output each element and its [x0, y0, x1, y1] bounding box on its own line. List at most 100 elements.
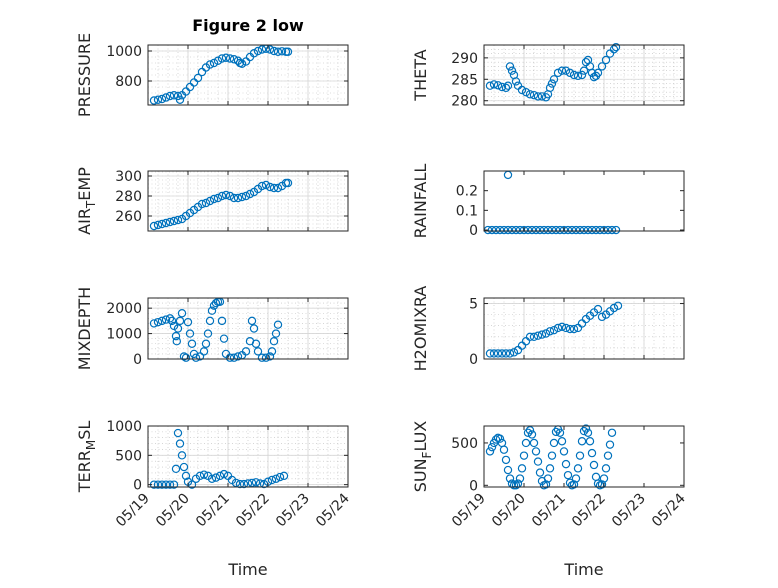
- axes-border: [147, 297, 349, 360]
- y-axis-label: RAINFALL: [411, 164, 430, 239]
- data-point: [607, 225, 617, 235]
- data-point: [237, 192, 247, 202]
- data-point: [525, 332, 535, 342]
- data-point: [551, 427, 561, 437]
- data-point: [503, 81, 513, 90]
- data-point: [511, 481, 521, 490]
- data-point: [593, 304, 603, 314]
- axes-border: [147, 425, 349, 488]
- x-tick-label: 05/19: [449, 491, 489, 531]
- data-point: [547, 451, 557, 460]
- data-point: [577, 437, 587, 446]
- data-point: [245, 189, 255, 199]
- data-point: [257, 181, 267, 191]
- data-point: [519, 451, 529, 460]
- data-point: [579, 225, 589, 235]
- y-tick-label: 290: [451, 51, 478, 67]
- data-point: [511, 225, 521, 235]
- data-point: [225, 54, 235, 63]
- data-point: [169, 480, 179, 489]
- data-point: [179, 462, 189, 472]
- y-axis-label: THETA: [411, 49, 430, 101]
- y-tick-label: 2000: [106, 301, 142, 317]
- data-point: [169, 216, 179, 226]
- data-point: [545, 327, 555, 336]
- data-point: [573, 71, 583, 81]
- data-point: [217, 316, 227, 326]
- subplot-terrmsl: 0 500 1000 05/19 05/20 05/21 05/22 05/23 05/24 TE…: [75, 419, 353, 579]
- y-tick-label: 500: [451, 436, 478, 452]
- data-point: [561, 66, 571, 75]
- data-point: [507, 225, 517, 235]
- data-point: [215, 471, 225, 481]
- data-point: [515, 474, 525, 483]
- data-point: [495, 434, 505, 443]
- data-point: [571, 474, 581, 483]
- data-point: [583, 428, 593, 437]
- data-point: [535, 468, 545, 477]
- data-point: [199, 347, 209, 356]
- data-point: [501, 455, 511, 465]
- data-point: [569, 480, 579, 489]
- series-markers: [149, 178, 293, 231]
- data-point: [165, 217, 175, 227]
- data-point: [195, 352, 205, 361]
- data-point: [217, 191, 227, 201]
- data-point: [555, 428, 565, 437]
- data-point: [173, 428, 183, 438]
- data-point: [533, 331, 543, 340]
- data-point: [157, 480, 167, 489]
- x-tick-label: 05/20: [153, 491, 193, 531]
- data-point: [557, 322, 567, 332]
- x-tick-label: 05/21: [529, 491, 569, 531]
- axes-background: [483, 44, 685, 106]
- data-point: [493, 349, 503, 358]
- data-point: [529, 438, 539, 448]
- data-point: [233, 352, 243, 361]
- series-markers: [483, 170, 621, 235]
- data-point: [157, 94, 167, 104]
- axes-border: [483, 170, 685, 232]
- y-tick-label: 0: [469, 352, 478, 368]
- data-point: [545, 464, 555, 473]
- data-point: [221, 190, 231, 200]
- data-point: [489, 349, 499, 358]
- y-tick-label: 0: [469, 478, 478, 494]
- data-point: [559, 447, 569, 456]
- data-point: [501, 349, 511, 358]
- data-point: [601, 464, 611, 473]
- y-tick-label: 0: [469, 223, 478, 239]
- data-point: [165, 480, 175, 489]
- data-point: [181, 471, 191, 481]
- data-point: [177, 309, 187, 318]
- data-point: [573, 464, 583, 473]
- data-point: [485, 447, 495, 456]
- data-point: [205, 196, 215, 206]
- data-point: [519, 225, 529, 235]
- data-point: [493, 81, 503, 90]
- data-point: [173, 215, 183, 225]
- data-point: [161, 480, 171, 489]
- data-point: [533, 92, 543, 101]
- data-point: [249, 324, 259, 333]
- data-point: [197, 199, 207, 209]
- axes-background: [483, 170, 685, 232]
- data-point: [565, 324, 575, 334]
- data-point: [489, 80, 499, 89]
- data-point: [549, 438, 559, 448]
- data-point: [601, 55, 611, 65]
- data-point: [191, 353, 201, 362]
- data-point: [205, 316, 215, 326]
- data-point: [273, 320, 283, 329]
- data-point: [265, 182, 275, 192]
- x-tick-label: 05/22: [569, 491, 609, 531]
- data-point: [209, 58, 219, 68]
- data-point: [149, 319, 159, 328]
- data-point: [247, 478, 257, 488]
- data-point: [165, 314, 175, 323]
- data-point: [277, 47, 287, 56]
- y-tick-label: 500: [115, 448, 142, 464]
- data-point: [605, 440, 615, 449]
- data-point: [219, 334, 229, 343]
- data-point: [229, 193, 239, 203]
